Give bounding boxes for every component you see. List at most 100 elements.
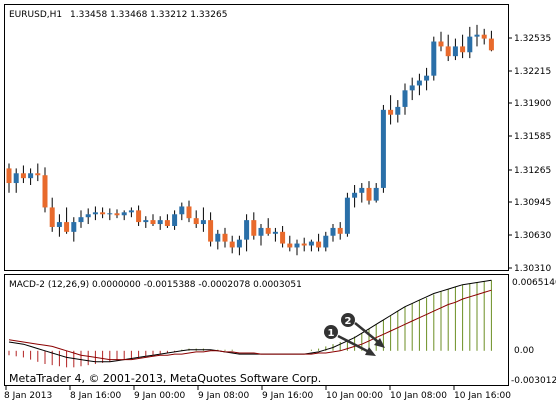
price-tick: 1.31585 (514, 132, 551, 142)
candle-body (128, 210, 134, 213)
candle-body (100, 212, 106, 215)
marker-2-badge (341, 313, 355, 327)
candle-body (222, 233, 228, 242)
candle-body (323, 235, 329, 248)
time-tick: 9 Jan 00:00 (134, 391, 186, 401)
candle-body (13, 173, 19, 184)
time-tick: 10 Jan 16:00 (454, 391, 511, 401)
candle-body (316, 241, 322, 248)
candle-body (35, 173, 41, 176)
candle-body (287, 243, 293, 248)
macd-panel[interactable] (4, 274, 509, 386)
candle-body (49, 207, 55, 227)
candle-body (28, 173, 34, 179)
price-tick: 1.30945 (514, 198, 551, 208)
marker-2-label: 2 (345, 316, 352, 327)
price-axis: 1.32535 1.32215 1.31900 1.31585 1.31265 … (508, 34, 551, 274)
candle-body (179, 206, 185, 215)
candle-body (481, 34, 487, 39)
candle-body (121, 212, 127, 216)
candle-body (460, 46, 466, 53)
symbol-title: EURUSD,H1 (9, 10, 62, 20)
candle-body (71, 222, 77, 232)
candle-body (172, 214, 178, 226)
candle-body (193, 218, 199, 225)
candle-body (78, 217, 84, 223)
macd-tick: 0.00 (514, 346, 534, 356)
signal-line (8, 289, 492, 361)
candle-body (6, 168, 12, 184)
macd-tick: -0.0030126 (511, 376, 556, 386)
candle-body (416, 80, 422, 86)
candle-body (366, 187, 372, 201)
candle-body (236, 239, 242, 248)
macd-line (8, 279, 492, 363)
candle-body (280, 231, 286, 244)
annotation-2: 2 (341, 313, 385, 348)
candle-body (488, 38, 494, 51)
candle-body (359, 187, 365, 193)
candle-body (200, 220, 206, 225)
candle-body (431, 41, 437, 76)
candle-body (380, 109, 386, 188)
time-tick: 10 Jan 00:00 (326, 391, 383, 401)
candle-body (330, 227, 336, 236)
candle-body (258, 227, 264, 236)
candle-body (56, 222, 62, 227)
candle-body (92, 212, 98, 215)
candle-body (424, 75, 430, 81)
candle-body (186, 206, 192, 219)
candle-body (215, 233, 221, 242)
candle-body (64, 222, 70, 232)
candle-body (402, 90, 408, 107)
candle-body (272, 231, 278, 234)
price-panel[interactable] (4, 4, 509, 271)
candlestick-series (6, 24, 494, 256)
time-tick: 10 Jan 08:00 (390, 391, 447, 401)
annotation-1: 1 (324, 325, 376, 356)
candle-body (409, 85, 415, 91)
candle-body (208, 220, 214, 242)
candle-body (337, 227, 343, 234)
candle-body (244, 220, 250, 240)
macd-title: MACD-2 (12,26,9) 0.0000000 -0.0015388 -0… (9, 280, 302, 290)
candle-body (164, 220, 170, 226)
candle-body (308, 241, 314, 246)
candle-body (388, 109, 394, 115)
ohlc-readout: 1.33458 1.33468 1.33212 1.33265 (70, 10, 227, 20)
candle-body (157, 220, 163, 225)
candle-body (445, 46, 451, 57)
candle-body (474, 34, 480, 37)
price-tick: 1.32535 (514, 34, 551, 44)
time-tick: 9 Jan 16:00 (262, 391, 314, 401)
candle-body (229, 241, 235, 248)
candle-body (294, 243, 300, 248)
time-tick: 8 Jan 16:00 (70, 391, 122, 401)
candle-body (136, 210, 142, 223)
candle-body (395, 106, 401, 115)
candle-body (251, 220, 257, 236)
candle-body (438, 41, 444, 47)
candle-body (114, 213, 120, 216)
candle-body (107, 213, 113, 215)
price-tick: 1.30310 (514, 264, 551, 274)
candle-body (85, 214, 91, 218)
candle-body (150, 220, 156, 225)
candle-body (373, 187, 379, 201)
macd-axis: 0.0065140 0.00 -0.0030126 (511, 278, 556, 386)
candle-body (467, 36, 473, 53)
macd-tick: 0.0065140 (512, 278, 556, 288)
price-tick: 1.31265 (514, 166, 551, 176)
price-tick: 1.32215 (514, 67, 551, 77)
time-tick: 9 Jan 08:00 (198, 391, 250, 401)
candle-body (20, 173, 26, 179)
candle-body (301, 243, 307, 246)
time-axis: 8 Jan 2013 8 Jan 16:00 9 Jan 00:00 9 Jan… (4, 386, 511, 401)
time-tick: 8 Jan 2013 (4, 391, 52, 401)
candle-body (352, 192, 358, 198)
candle-body (344, 197, 350, 234)
marker-1-badge (324, 325, 338, 339)
candle-body (143, 220, 149, 223)
